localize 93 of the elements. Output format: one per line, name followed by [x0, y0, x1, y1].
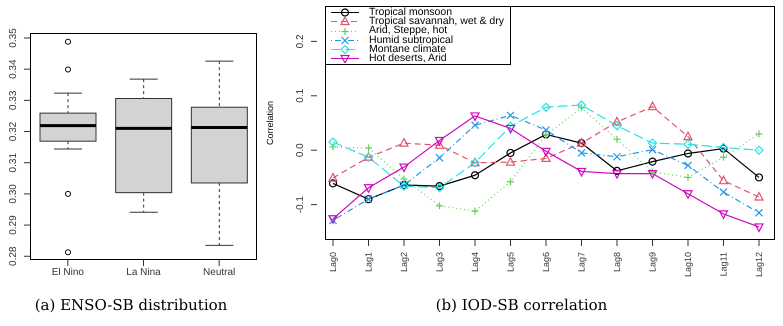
- point: [648, 138, 658, 148]
- point: [683, 190, 693, 199]
- point: [719, 153, 728, 162]
- point: [612, 116, 622, 126]
- point: [718, 176, 728, 184]
- x-tick-label: Lag9: [648, 252, 658, 272]
- point: [612, 121, 622, 130]
- point: [506, 178, 515, 186]
- legend-label: Tropical monsoon: [369, 6, 452, 18]
- point: [648, 158, 657, 166]
- y-tick-label: 0.0: [295, 142, 306, 158]
- x-tick-label: El Nino: [52, 267, 84, 278]
- x-tick-label: Lag11: [718, 252, 728, 276]
- point: [470, 207, 480, 216]
- point: [435, 154, 444, 162]
- x-tick-label: Lag2: [399, 252, 409, 272]
- point: [577, 148, 586, 158]
- y-tick-label: 0.28: [8, 246, 19, 266]
- point: [648, 102, 658, 110]
- point: [612, 135, 622, 144]
- x-tick-label: Lag6: [541, 252, 551, 272]
- x-tick-label: La Nina: [126, 267, 162, 278]
- point: [684, 149, 692, 158]
- text: (a) ENSO-SB distribution: [34, 296, 228, 314]
- point: [399, 138, 409, 147]
- x-tick-label: Lag1: [364, 252, 374, 272]
- legend-label: Arid, Steppe, hot: [369, 24, 448, 36]
- point: [683, 132, 693, 140]
- point: [754, 223, 764, 232]
- legend-label: Humid subtropical: [369, 34, 454, 46]
- point: [506, 157, 516, 166]
- y-tick-label: 0.1: [295, 88, 306, 103]
- point: [328, 172, 338, 182]
- point: [506, 111, 515, 120]
- x-tick-label: Lag5: [506, 252, 516, 272]
- x-tick-label: Neutral: [203, 267, 236, 278]
- x-tick-label: Lag4: [470, 252, 480, 272]
- point: [754, 192, 764, 201]
- point: [576, 100, 586, 110]
- point: [648, 170, 658, 179]
- point: [718, 210, 728, 219]
- point: [612, 152, 622, 161]
- y-tick-label: 0.30: [8, 184, 19, 204]
- point: [435, 202, 444, 210]
- point: [541, 148, 551, 156]
- text: (b) IOD-SB correlation: [434, 296, 608, 314]
- point: [364, 144, 373, 152]
- point: [541, 153, 551, 162]
- x-tick-label: Lag10: [683, 252, 693, 278]
- point: [577, 104, 586, 112]
- y-tick-label: 0.29: [8, 214, 19, 235]
- point: [754, 173, 764, 182]
- point: [328, 142, 338, 152]
- point: [684, 173, 692, 182]
- y-tick-label: 0.32: [8, 121, 19, 142]
- legend-label: Hot deserts, Arid: [369, 52, 447, 64]
- point: [506, 148, 515, 158]
- point: [754, 208, 764, 217]
- point: [754, 146, 764, 155]
- point: [684, 161, 692, 170]
- point: [576, 168, 586, 177]
- point: [683, 140, 693, 149]
- point: [435, 182, 444, 190]
- point: [719, 188, 728, 196]
- y-axis-title: Correlation: [265, 100, 276, 146]
- point: [364, 184, 374, 193]
- x-tick-label: Lag0: [328, 252, 338, 272]
- x-tick-label: Lag8: [612, 252, 622, 272]
- point: [612, 170, 622, 179]
- point: [470, 171, 480, 180]
- y-tick-label: 0.34: [8, 59, 19, 79]
- point: [542, 126, 550, 134]
- point: [328, 137, 338, 147]
- point: [648, 146, 657, 154]
- point: [506, 122, 516, 131]
- point: [470, 112, 480, 122]
- x-tick-label: Lag7: [576, 252, 586, 272]
- point: [434, 140, 444, 149]
- point: [754, 130, 764, 138]
- y-tick-label: 0.35: [8, 28, 19, 48]
- point: [399, 163, 409, 172]
- point: [506, 124, 516, 134]
- y-tick-label: 0.33: [8, 90, 19, 110]
- x-tick-label: Lag3: [434, 252, 444, 272]
- point: [612, 166, 622, 175]
- point: [470, 121, 480, 130]
- x-tick-label: Lag12: [754, 252, 764, 278]
- point: [434, 136, 444, 146]
- point: [328, 179, 338, 188]
- y-tick-label: -0.1: [295, 196, 306, 214]
- point: [541, 102, 551, 112]
- y-tick-label: 0.2: [295, 34, 306, 48]
- y-tick-label: 0.31: [8, 152, 19, 172]
